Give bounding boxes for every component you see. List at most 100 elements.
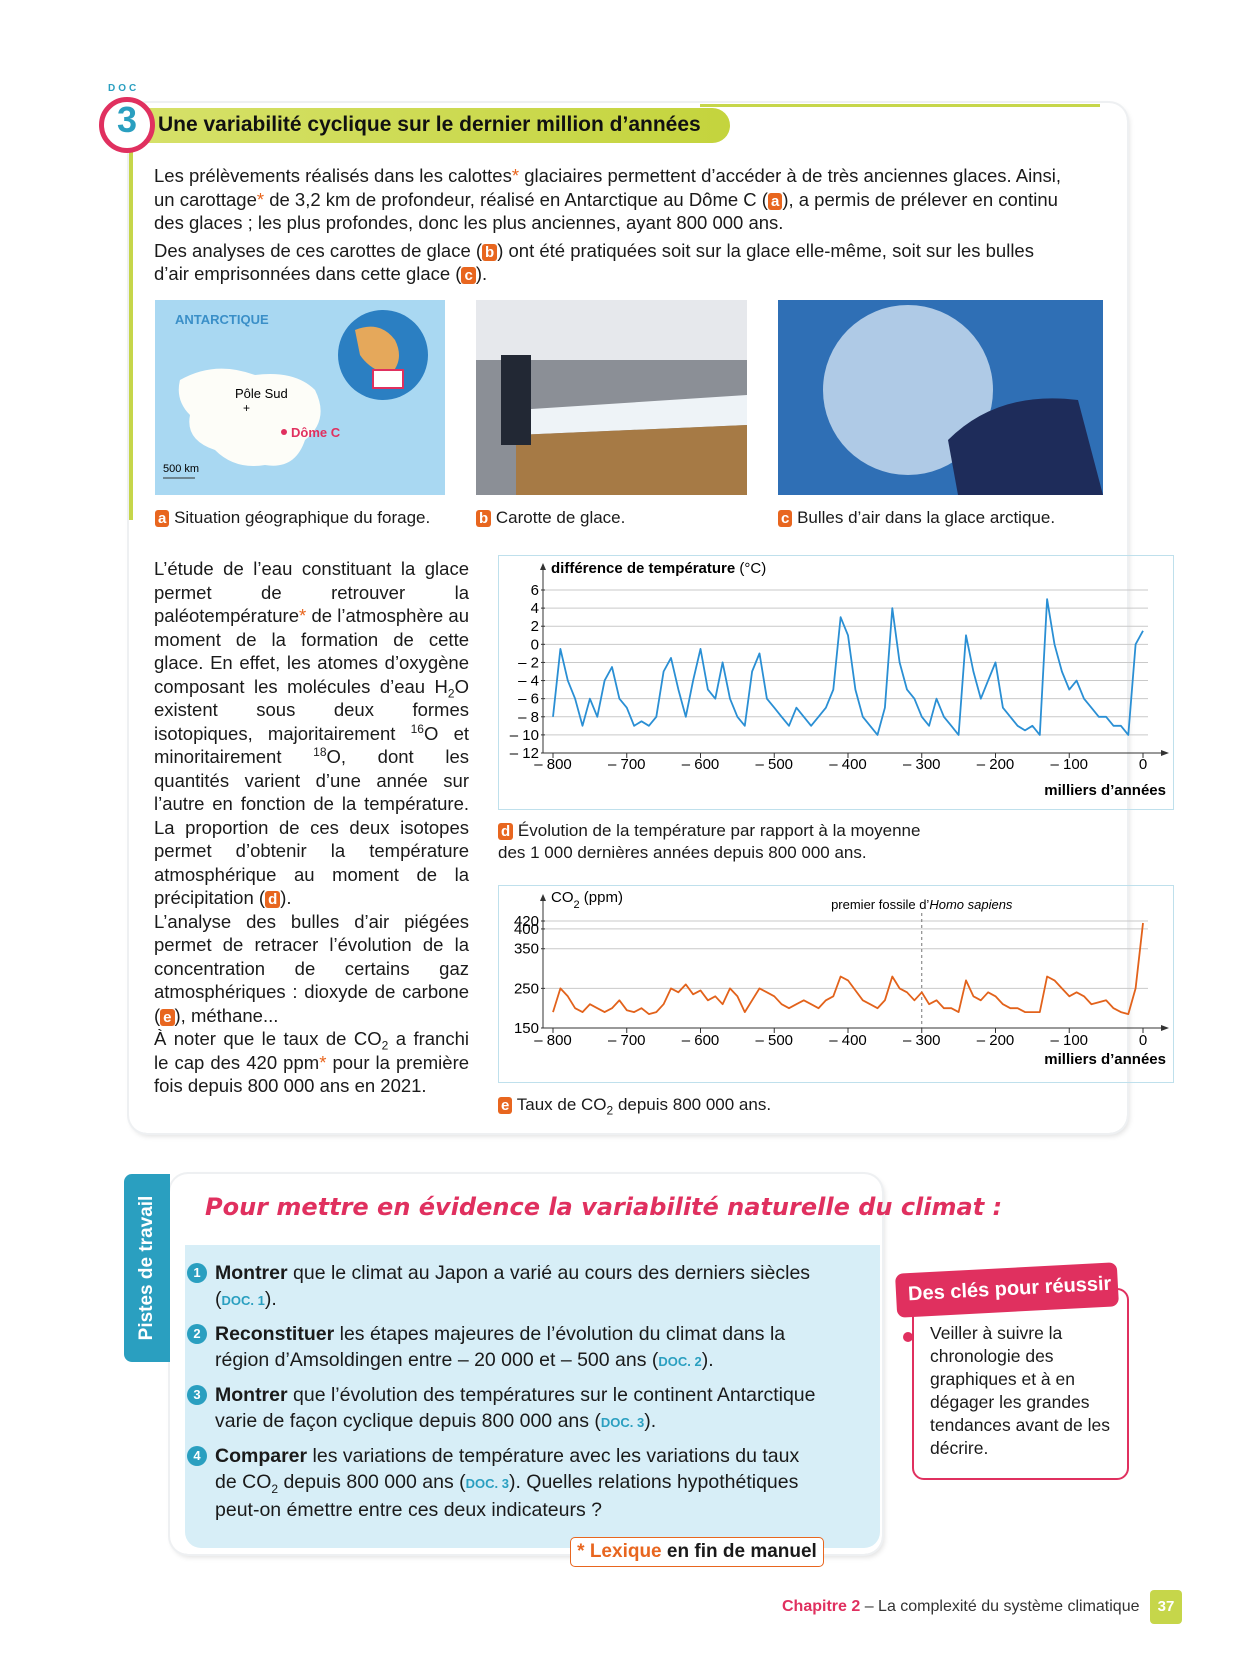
- map-image: ANTARCTIQUE Pôle Sud + Dôme C 500 km: [155, 300, 445, 495]
- y-tick-label: – 6: [518, 691, 539, 708]
- x-tick-label: – 700: [608, 1032, 646, 1049]
- text-run: a franchi le cap des 420 ppm: [154, 1028, 469, 1073]
- text-run: ). Quelles relations hypothétiques peut-…: [215, 1471, 799, 1521]
- page-number: 37: [1150, 1590, 1182, 1624]
- figure-caption: c Bulles d’air dans la glace arctique.: [778, 507, 1055, 529]
- task-text: Reconstituer les étapes majeures de l’év…: [215, 1323, 785, 1371]
- text-run: ).: [280, 887, 292, 908]
- text-run: ), méthane...: [174, 1004, 279, 1026]
- text-run: L’étude de l’eau constituant la glace pe…: [154, 558, 469, 626]
- tasks-tab-label: Pistes de travail: [136, 1195, 157, 1341]
- tasks-list: 1 Montrer que le climat au Japon a varié …: [185, 1245, 880, 1548]
- y-tick-label: 150: [514, 1020, 539, 1037]
- text-i: Homo sapiens: [929, 897, 1013, 912]
- text-run: O, dont les quantités varient d’une anné…: [154, 746, 469, 908]
- map-region: ANTARCTIQUE: [175, 312, 269, 327]
- site-dot: [281, 429, 287, 435]
- task-item: 3 Montrer que l’évolution des température…: [187, 1382, 825, 1436]
- map-pole: Pôle Sud: [235, 386, 288, 401]
- y-tick-label: 0: [531, 636, 539, 653]
- text-run: premier fossile d’: [831, 897, 929, 912]
- badge: [99, 97, 155, 153]
- map-scale: 500 km: [163, 463, 199, 475]
- task-number: 3: [187, 1385, 207, 1405]
- y-tick-label: 350: [514, 941, 539, 958]
- text-run: (ppm): [580, 889, 623, 906]
- text-sub: 2: [606, 1103, 614, 1118]
- text-doc: DOC. 3: [600, 1415, 645, 1430]
- x-axis-label: milliers d’années: [1044, 1051, 1166, 1068]
- text-run: Situation géographique du forage.: [169, 508, 431, 527]
- text-run: À noter que le taux de CO: [154, 1028, 382, 1049]
- text-run: depuis 800 000 ans (: [278, 1471, 466, 1493]
- glove: [948, 398, 1103, 495]
- text-b: Montrer: [215, 1262, 288, 1284]
- land: [355, 326, 399, 375]
- paragraph: À noter que le taux de CO2 a franchi le …: [154, 1027, 469, 1098]
- text-run: CO: [551, 889, 574, 906]
- text-run: ), a permis de prélever en continu des g…: [154, 188, 1058, 234]
- text-tag: c: [778, 510, 793, 527]
- text-star: *: [256, 188, 265, 210]
- x-tick-label: – 300: [903, 756, 941, 773]
- text-run: Les prélèvements réalisés dans les calot…: [154, 165, 512, 186]
- text-run: L’analyse des bulles d’air piégées perme…: [154, 910, 469, 1026]
- bubble-photo: [778, 300, 1103, 495]
- x-tick-label: – 700: [608, 756, 646, 773]
- y-tick-label: 400: [514, 921, 539, 938]
- tasks-heading: Pour mettre en évidence la variabilité n…: [205, 1193, 1003, 1221]
- chart-caption: d Évolution de la température par rappor…: [498, 820, 948, 864]
- x-tick-label: – 800: [534, 1032, 572, 1049]
- lexique: * Lexique en fin de manuel: [570, 1537, 824, 1567]
- tips-text: Veiller à suivre la chronologie des grap…: [930, 1323, 1110, 1458]
- text-run: O existent sous deux formes isotopiques,…: [154, 675, 469, 744]
- text-run: ).: [475, 263, 488, 284]
- text-run: les variations de température avec les v…: [215, 1445, 800, 1493]
- inset: [372, 369, 404, 389]
- figure-caption: a Situation géographique du forage.: [155, 507, 430, 529]
- y-tick-label: – 8: [518, 709, 539, 726]
- text-tag: d: [498, 823, 514, 840]
- task-item: 2 Reconstituer les étapes majeures de l’é…: [187, 1321, 825, 1375]
- y-arrow: [540, 563, 546, 570]
- text-run: depuis 800 000 ans.: [613, 1095, 772, 1114]
- text-run: ) ont été pratiquées soit sur la glace e…: [154, 239, 1034, 285]
- pole-cross: +: [243, 401, 250, 415]
- task-number: 1: [187, 1263, 207, 1283]
- text-sup: 18: [313, 744, 327, 759]
- text-b: Reconstituer: [215, 1323, 335, 1345]
- x-tick-label: – 100: [1050, 756, 1088, 773]
- task-item: 4 Comparer les variations de température …: [187, 1443, 825, 1523]
- text-tag: a: [767, 192, 783, 210]
- text-star: *: [319, 1051, 327, 1073]
- text-sub: 2: [574, 899, 580, 911]
- text-tag: b: [482, 243, 498, 261]
- ice-slice: [823, 305, 993, 475]
- y-tick-label: – 2: [518, 654, 539, 671]
- text-run: Carotte de glace.: [491, 508, 626, 527]
- text-sup: 16: [410, 721, 424, 736]
- x-tick-label: 0: [1139, 756, 1147, 773]
- y-axis-label: CO2 (ppm): [551, 889, 623, 911]
- text-run: glaciaires permettent d’accéder à de trè…: [154, 165, 1062, 210]
- badge-number: 3: [116, 99, 138, 140]
- title-line: [700, 104, 1100, 107]
- text-tag: a: [155, 510, 170, 527]
- text-doc: DOC. 3: [465, 1476, 509, 1491]
- text-star: *: [299, 605, 307, 626]
- y-tick-label: – 10: [510, 727, 539, 744]
- text-run: Évolution de la température par rapport …: [498, 821, 921, 862]
- paragraph: Les prélèvements réalisés dans les calot…: [154, 164, 1064, 235]
- x-tick-label: – 800: [534, 756, 572, 773]
- x-axis-label: milliers d’années: [1044, 782, 1166, 799]
- text-sub: 2: [271, 1481, 279, 1496]
- footer-subject: – La complexité du système climatique: [860, 1598, 1140, 1615]
- chart-box: [498, 885, 1174, 1083]
- text-b: différence de température: [551, 560, 735, 577]
- x-tick-label: – 500: [755, 756, 793, 773]
- ceiling: [476, 300, 747, 360]
- task-number: 2: [187, 1324, 207, 1344]
- text-doc: DOC. 1: [221, 1293, 265, 1308]
